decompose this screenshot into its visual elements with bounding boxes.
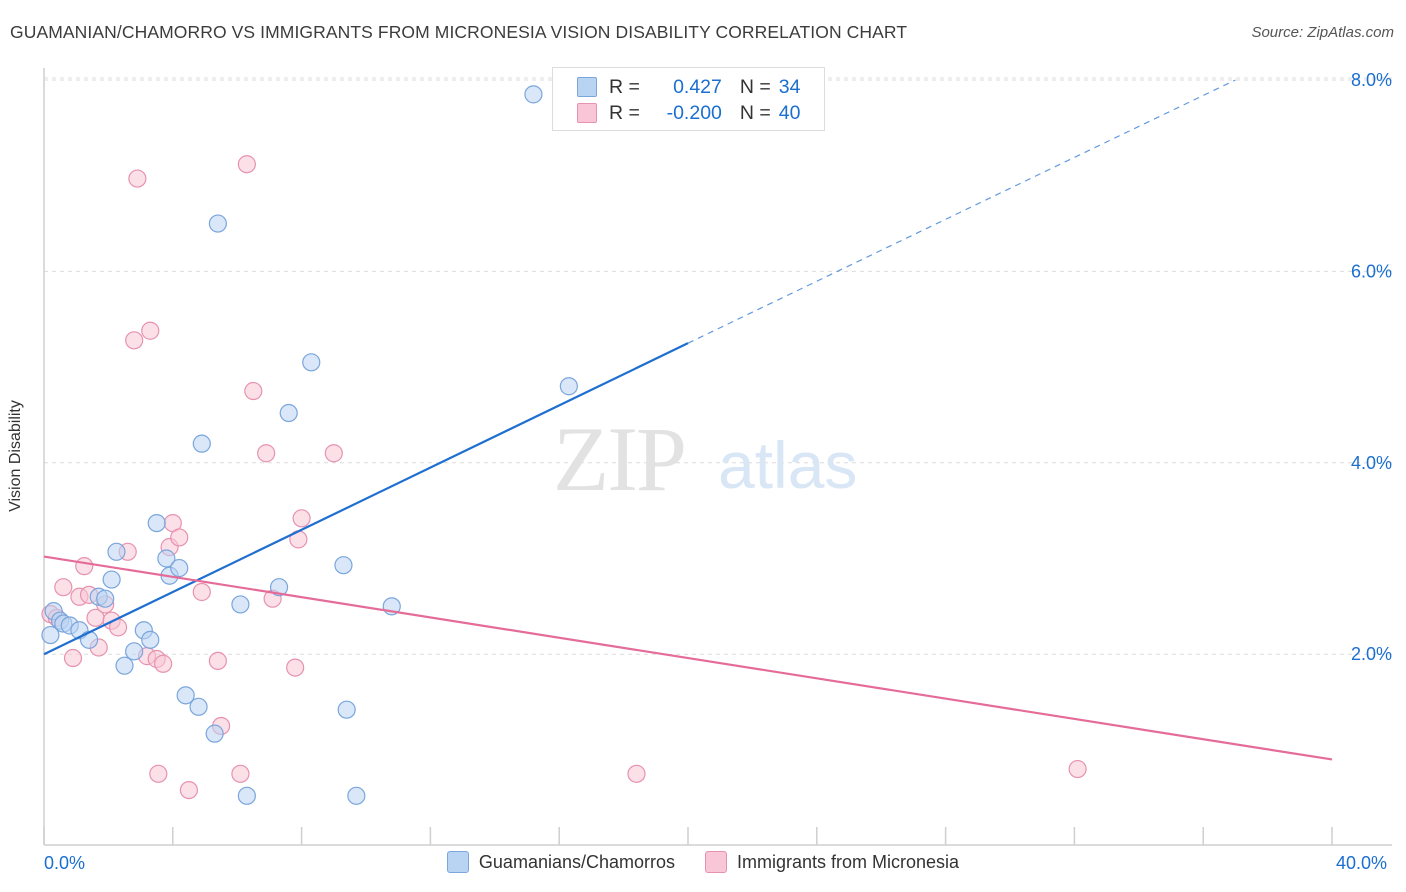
trend-line-guamanian	[43, 342, 689, 656]
point-guamanian	[559, 377, 578, 396]
series-legend-label: Immigrants from Micronesia	[737, 851, 960, 872]
point-micronesia	[1068, 759, 1087, 779]
point-guamanian	[170, 558, 189, 578]
point-guamanian	[107, 542, 126, 561]
point-guamanian	[279, 403, 298, 423]
series-legend-label: Guamanians/Chamorros	[478, 851, 676, 872]
point-micronesia	[141, 321, 160, 340]
point-guamanian	[141, 630, 160, 649]
point-guamanian	[524, 85, 543, 104]
y-tick-label: 2.0%	[1351, 644, 1392, 664]
point-guamanian	[157, 549, 176, 568]
point-micronesia	[154, 654, 173, 673]
legend-row-pink: R = -0.200 N = 40	[577, 101, 800, 125]
series-swatch-pink	[705, 851, 728, 873]
axes	[43, 68, 1392, 846]
y-tick-labels: 2.0% 4.0% 6.0% 8.0%	[1351, 70, 1392, 664]
point-guamanian	[208, 214, 227, 233]
legend-r-label: R =	[609, 101, 640, 124]
legend-r-value: -0.200	[666, 101, 722, 124]
point-guamanian	[41, 625, 60, 645]
point-micronesia	[292, 509, 311, 528]
source-credit: Source: ZipAtlas.com	[1251, 24, 1394, 41]
series-legend: Guamanians/Chamorros Immigrants from Mic…	[0, 851, 1406, 873]
point-guamanian	[125, 642, 144, 661]
watermark-zip: ZIP	[553, 408, 685, 510]
legend-swatch-pink	[577, 103, 597, 123]
point-guamanian	[231, 595, 250, 614]
series-swatch-blue	[446, 851, 469, 873]
point-micronesia	[192, 582, 211, 602]
point-guamanian	[205, 724, 224, 743]
point-micronesia	[627, 764, 646, 783]
point-micronesia	[286, 658, 305, 677]
point-micronesia	[170, 528, 189, 547]
point-micronesia	[244, 381, 263, 401]
point-guamanian	[176, 686, 195, 705]
point-guamanian	[269, 578, 289, 597]
point-micronesia	[149, 764, 168, 783]
point-guamanian	[347, 786, 366, 805]
point-micronesia	[179, 780, 198, 800]
legend-n-value: 34	[778, 75, 801, 98]
legend-r-label: R =	[609, 75, 640, 98]
watermark-atlas: atlas	[718, 428, 857, 502]
point-micronesia	[208, 651, 227, 670]
point-micronesia	[231, 764, 250, 783]
trend-lines	[43, 79, 1333, 761]
point-micronesia	[63, 648, 83, 668]
point-micronesia	[257, 444, 276, 463]
watermark: ZIP atlas	[553, 408, 857, 510]
point-micronesia	[324, 444, 343, 463]
point-micronesia	[54, 578, 73, 597]
point-guamanian	[302, 353, 321, 372]
point-guamanian	[237, 786, 256, 805]
point-guamanian	[96, 589, 115, 608]
y-tick-label: 8.0%	[1351, 70, 1392, 90]
point-guamanian	[192, 434, 211, 453]
x-tick-label-max: 40.0%	[1336, 853, 1388, 873]
point-micronesia	[75, 557, 94, 576]
trend-line-guamanian-extension	[687, 79, 1236, 344]
legend-r-value: 0.427	[673, 75, 722, 98]
legend-n-label: N =	[739, 101, 771, 124]
y-tick-label: 6.0%	[1351, 261, 1392, 281]
series-legend-item-guamanians: Guamanians/Chamorros	[446, 851, 676, 873]
point-guamanian	[189, 697, 208, 716]
series-guamanians-chamorros	[41, 85, 578, 805]
point-guamanian	[79, 630, 99, 649]
point-micronesia	[125, 331, 144, 350]
point-micronesia	[237, 155, 256, 174]
y-tick-label: 4.0%	[1351, 453, 1392, 473]
legend-row-blue: R = 0.427 N = 34	[577, 75, 800, 99]
legend-swatch-blue	[577, 77, 597, 97]
series-legend-item-micronesia: Immigrants from Micronesia	[705, 851, 959, 873]
point-guamanian	[115, 656, 134, 675]
legend-n-label: N =	[739, 75, 771, 98]
point-guamanian	[334, 556, 353, 575]
chart-title: GUAMANIAN/CHAMORRO VS IMMIGRANTS FROM MI…	[10, 22, 908, 42]
correlation-legend: R = 0.427 N = 34 R = -0.200 N = 40	[552, 67, 825, 131]
legend-n-value: 40	[778, 101, 801, 124]
x-tick-label-min: 0.0%	[44, 853, 86, 873]
point-guamanian	[337, 700, 356, 719]
point-micronesia	[128, 169, 147, 188]
point-guamanian	[147, 513, 166, 533]
trend-line-micronesia	[43, 555, 1333, 761]
point-guamanian	[102, 570, 121, 589]
